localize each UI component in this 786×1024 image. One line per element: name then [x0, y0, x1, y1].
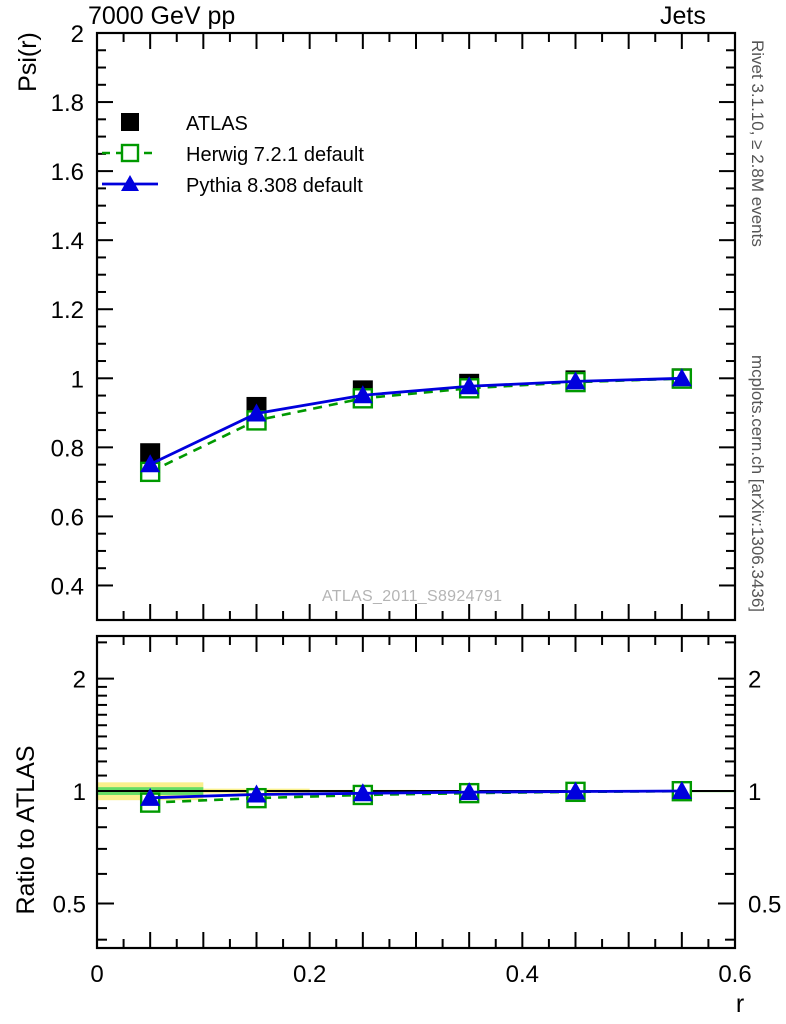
- data-point: [671, 368, 692, 387]
- data-point: [140, 454, 161, 473]
- axis-ticks: 0.4 0.6 0.8 1 1.2 1.4 1.6 1.8 2 0.5 0.5 1 1 2 2 0 0.2 0.4…: [51, 21, 782, 988]
- ytick-label-ratio-right: 1: [748, 779, 761, 806]
- ratio-series-group: [139, 780, 693, 813]
- y-axis-title-ratio: Ratio to ATLAS: [12, 745, 40, 914]
- xtick-label: 0: [90, 961, 103, 988]
- series-line: [149, 377, 682, 474]
- ytick-label-main: 1: [71, 366, 84, 393]
- legend-entry-atlas: ATLAS: [121, 113, 248, 135]
- ytick-label-main: 2: [71, 21, 84, 48]
- legend-entry-pythia: Pythia 8.308 default: [102, 175, 363, 197]
- analysis-watermark: ATLAS_2011_S8924791: [322, 588, 503, 605]
- xtick-label: 0.4: [506, 961, 539, 988]
- data-point: [140, 443, 161, 464]
- data-point: [140, 787, 161, 806]
- data-point: [352, 385, 373, 404]
- data-point: [246, 403, 267, 422]
- ytick-label-main: 0.8: [51, 435, 84, 462]
- data-point: [352, 783, 373, 802]
- xtick-label: 0.2: [293, 961, 326, 988]
- legend-label: ATLAS: [186, 113, 248, 135]
- legend-entry-herwig: Herwig 7.2.1 default: [102, 143, 364, 166]
- legend-marker: [121, 113, 139, 131]
- ytick-label-main: 1.6: [51, 159, 84, 186]
- series-line: [150, 789, 682, 804]
- ytick-label-ratio: 0.5: [53, 891, 86, 918]
- legend-label: Herwig 7.2.1 default: [186, 144, 364, 166]
- series-pythia: [140, 368, 692, 473]
- data-point: [671, 781, 692, 800]
- ratio-series-pythia: [140, 781, 692, 806]
- series-line: [149, 376, 682, 466]
- data-point: [565, 781, 586, 800]
- ytick-label-main: 0.4: [51, 573, 84, 600]
- legend-marker: [120, 143, 140, 163]
- xtick-label: 0.6: [718, 961, 751, 988]
- data-point: [565, 371, 586, 390]
- data-point: [246, 784, 267, 803]
- data-point: [459, 782, 480, 801]
- main-series-group: [139, 368, 693, 483]
- x-axis-title: r: [736, 990, 744, 1018]
- ratio-series-herwig: [139, 780, 693, 813]
- ytick-label-ratio: 2: [73, 667, 86, 694]
- ytick-label-ratio-right: 0.5: [748, 891, 781, 918]
- ytick-label-main: 1.8: [51, 90, 84, 117]
- ytick-label-main: 1.4: [51, 228, 84, 255]
- data-point: [459, 376, 480, 395]
- legend-marker: [121, 175, 139, 191]
- header-left-label: 7000 GeV pp: [88, 2, 236, 30]
- legend: ATLAS Herwig 7.2.1 default Pythia 8.308 de…: [102, 113, 364, 197]
- ytick-label-main: 1.2: [51, 297, 84, 324]
- header-right-label: Jets: [660, 2, 706, 30]
- ytick-label-ratio-right: 2: [748, 667, 761, 694]
- plot-frames: [95, 31, 737, 950]
- ytick-label-ratio: 1: [73, 779, 86, 806]
- axis-titles: Psi(r) Ratio to ATLAS r: [12, 32, 744, 1018]
- y-axis-title-main: Psi(r): [14, 32, 42, 92]
- legend-label: Pythia 8.308 default: [186, 175, 363, 197]
- ytick-label-main: 0.6: [51, 504, 84, 531]
- series-atlas: [140, 368, 692, 464]
- series-line: [150, 789, 682, 800]
- series-herwig: [139, 368, 693, 483]
